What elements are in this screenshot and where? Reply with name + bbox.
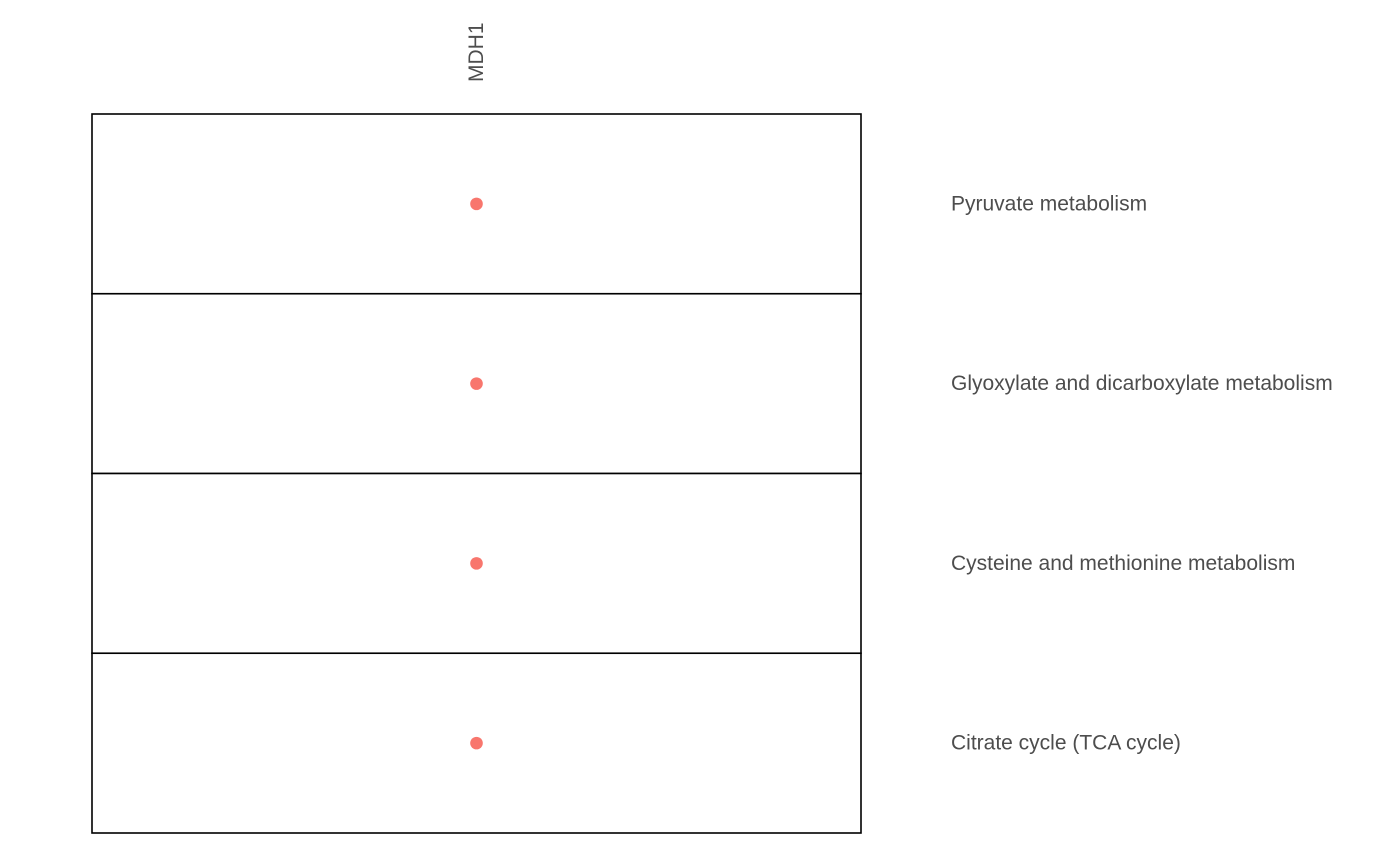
x-tick-labels: MDH1 bbox=[465, 22, 488, 82]
data-point bbox=[470, 377, 483, 390]
data-point bbox=[470, 736, 483, 750]
y-tick-label: Glyoxylate and dicarboxylate metabolism bbox=[951, 372, 1333, 395]
y-tick-label: Citrate cycle (TCA cycle) bbox=[951, 732, 1181, 755]
data-point bbox=[470, 197, 483, 211]
x-tick-label: MDH1 bbox=[465, 22, 488, 82]
data-point bbox=[470, 557, 483, 570]
y-tick-label: Cysteine and methionine metabolism bbox=[951, 552, 1295, 575]
y-tick-label: Pyruvate metabolism bbox=[951, 192, 1147, 215]
data-points bbox=[470, 197, 483, 750]
facet-panels bbox=[91, 113, 862, 834]
y-tick-labels: Pyruvate metabolism Glyoxylate and dicarb… bbox=[951, 192, 1333, 754]
